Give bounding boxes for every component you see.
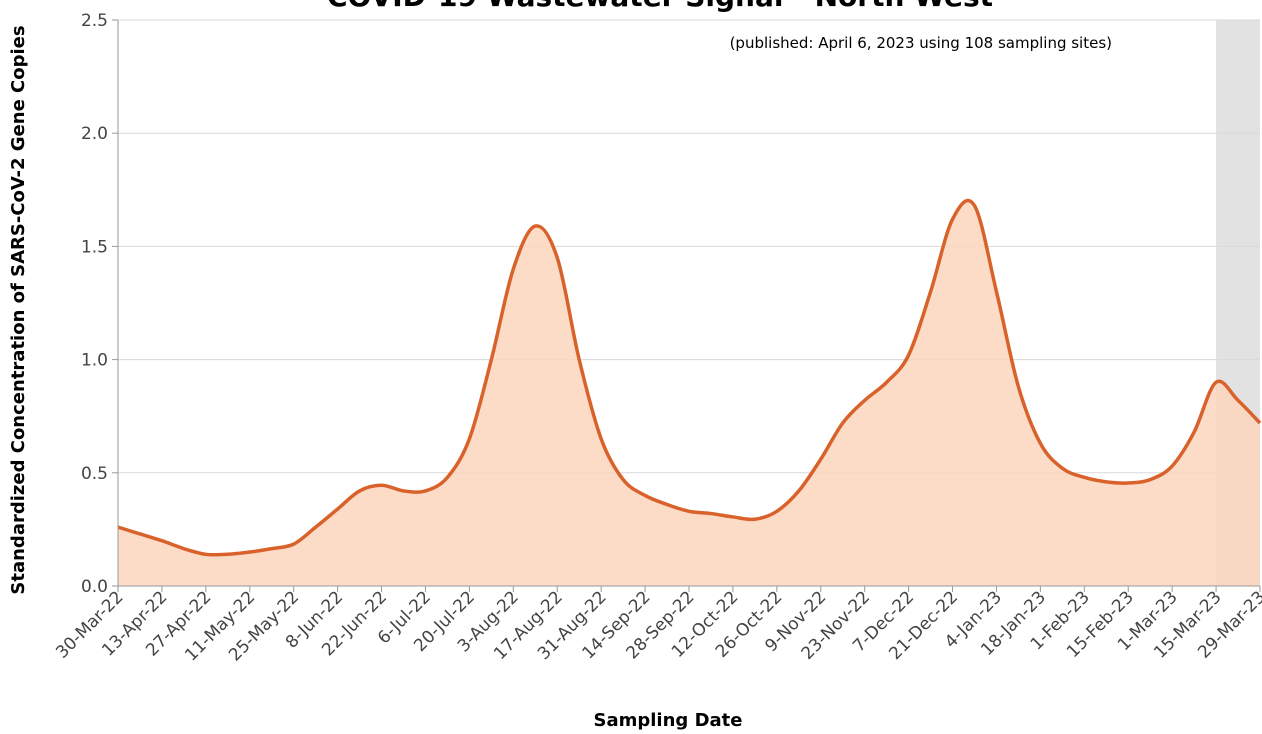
y-axis-label: Standardized Concentration of SARS-CoV-2… [8, 25, 29, 594]
y-tick-label: 2.0 [81, 124, 108, 144]
chart-title: COVID-19 Wastewater Signal - North West [327, 0, 993, 13]
y-tick-label: 2.5 [81, 11, 108, 31]
y-tick-label: 0.5 [81, 464, 108, 484]
area [118, 200, 1260, 586]
y-tick-label: 1.0 [81, 351, 108, 371]
annotation: (published: April 6, 2023 using 108 samp… [730, 34, 1112, 52]
line [117, 198, 1262, 557]
y-tick-label: 0.0 [81, 577, 108, 597]
y-tick-label: 1.5 [81, 237, 108, 257]
x-axis-label: Sampling Date [594, 710, 743, 731]
